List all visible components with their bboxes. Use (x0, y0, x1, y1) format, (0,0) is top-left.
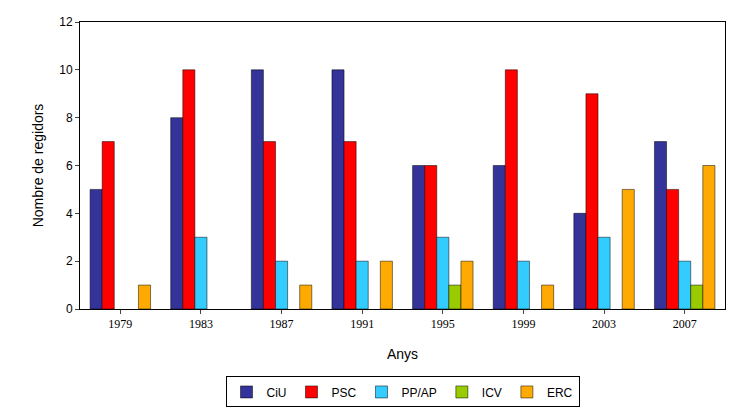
svg-text:1987: 1987 (270, 317, 294, 331)
svg-text:ERC: ERC (547, 386, 573, 400)
svg-text:2007: 2007 (673, 317, 697, 331)
svg-text:10: 10 (59, 63, 73, 77)
svg-text:CiU: CiU (267, 386, 287, 400)
svg-text:1995: 1995 (431, 317, 455, 331)
svg-text:2: 2 (66, 254, 73, 268)
svg-text:6: 6 (66, 159, 73, 173)
svg-text:ICV: ICV (482, 386, 502, 400)
svg-text:1983: 1983 (189, 317, 213, 331)
svg-text:0: 0 (66, 302, 73, 316)
svg-text:PSC: PSC (332, 386, 357, 400)
svg-text:1999: 1999 (511, 317, 535, 331)
svg-text:PP/AP: PP/AP (402, 386, 437, 400)
svg-text:12: 12 (59, 15, 73, 29)
svg-text:1991: 1991 (350, 317, 374, 331)
svg-text:Anys: Anys (387, 346, 418, 362)
svg-text:4: 4 (66, 207, 73, 221)
svg-text:1979: 1979 (108, 317, 132, 331)
svg-text:2003: 2003 (592, 317, 616, 331)
svg-text:8: 8 (66, 111, 73, 125)
svg-text:Nombre de regidors: Nombre de regidors (30, 104, 46, 228)
